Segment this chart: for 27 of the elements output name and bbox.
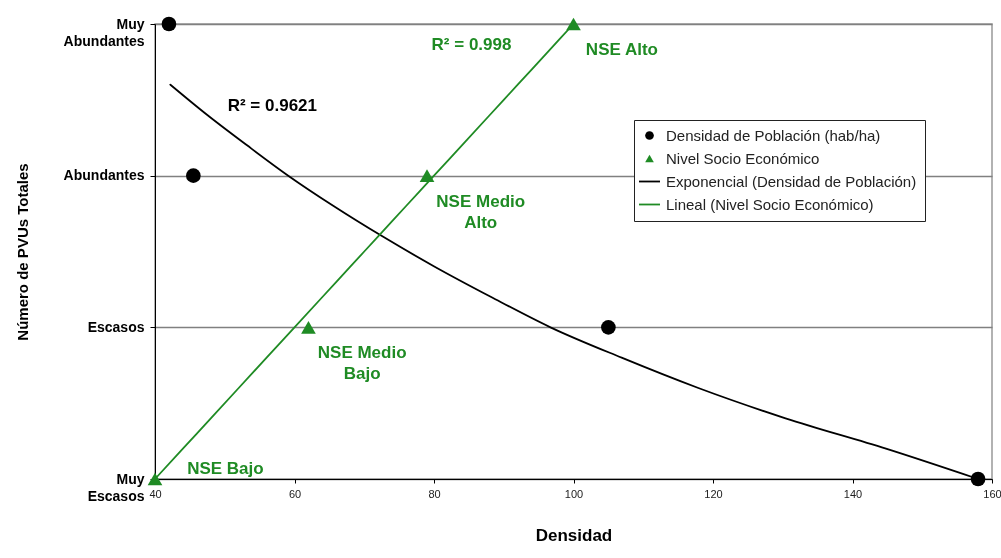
- annotation: NSE Bajo: [187, 459, 264, 478]
- x-tick-label: 40: [149, 487, 162, 500]
- x-tick-label: 120: [704, 487, 723, 500]
- y-tick-label: Abundantes: [63, 167, 145, 184]
- y-axis-title: Número de PVUs Totales: [13, 163, 31, 341]
- x-axis-title: Densidad: [535, 525, 613, 545]
- point: [301, 320, 316, 334]
- legend-label: Densidad de Población (hab/ha): [666, 126, 881, 144]
- x-tick-label: 60: [288, 487, 302, 500]
- legend-label: Nivel Socio Económico: [666, 149, 820, 167]
- annotation: NSE Alto: [585, 40, 658, 59]
- legend-label: Lineal (Nivel Socio Económico): [666, 195, 874, 213]
- annotation: R² = 0.9621: [227, 95, 317, 115]
- x-tick-label: 140: [843, 487, 863, 500]
- x-tick-label: 80: [428, 487, 441, 500]
- point: [601, 320, 616, 335]
- point: [186, 168, 201, 183]
- y-tick-label: Muy Abundantes: [63, 15, 145, 49]
- annotation: R² = 0.998: [431, 35, 512, 54]
- annotation: NSE Medio Bajo: [317, 343, 407, 384]
- point: [161, 16, 177, 32]
- legend-label: Exponencial (Densidad de Población): [666, 172, 917, 190]
- annotation: NSE Medio Alto: [436, 191, 526, 232]
- y-tick-label: Escasos: [87, 318, 145, 335]
- x-tick-label: 100: [564, 487, 584, 500]
- x-tick-label: 160: [983, 487, 1001, 500]
- y-tick-label: Muy Escasos: [87, 470, 145, 504]
